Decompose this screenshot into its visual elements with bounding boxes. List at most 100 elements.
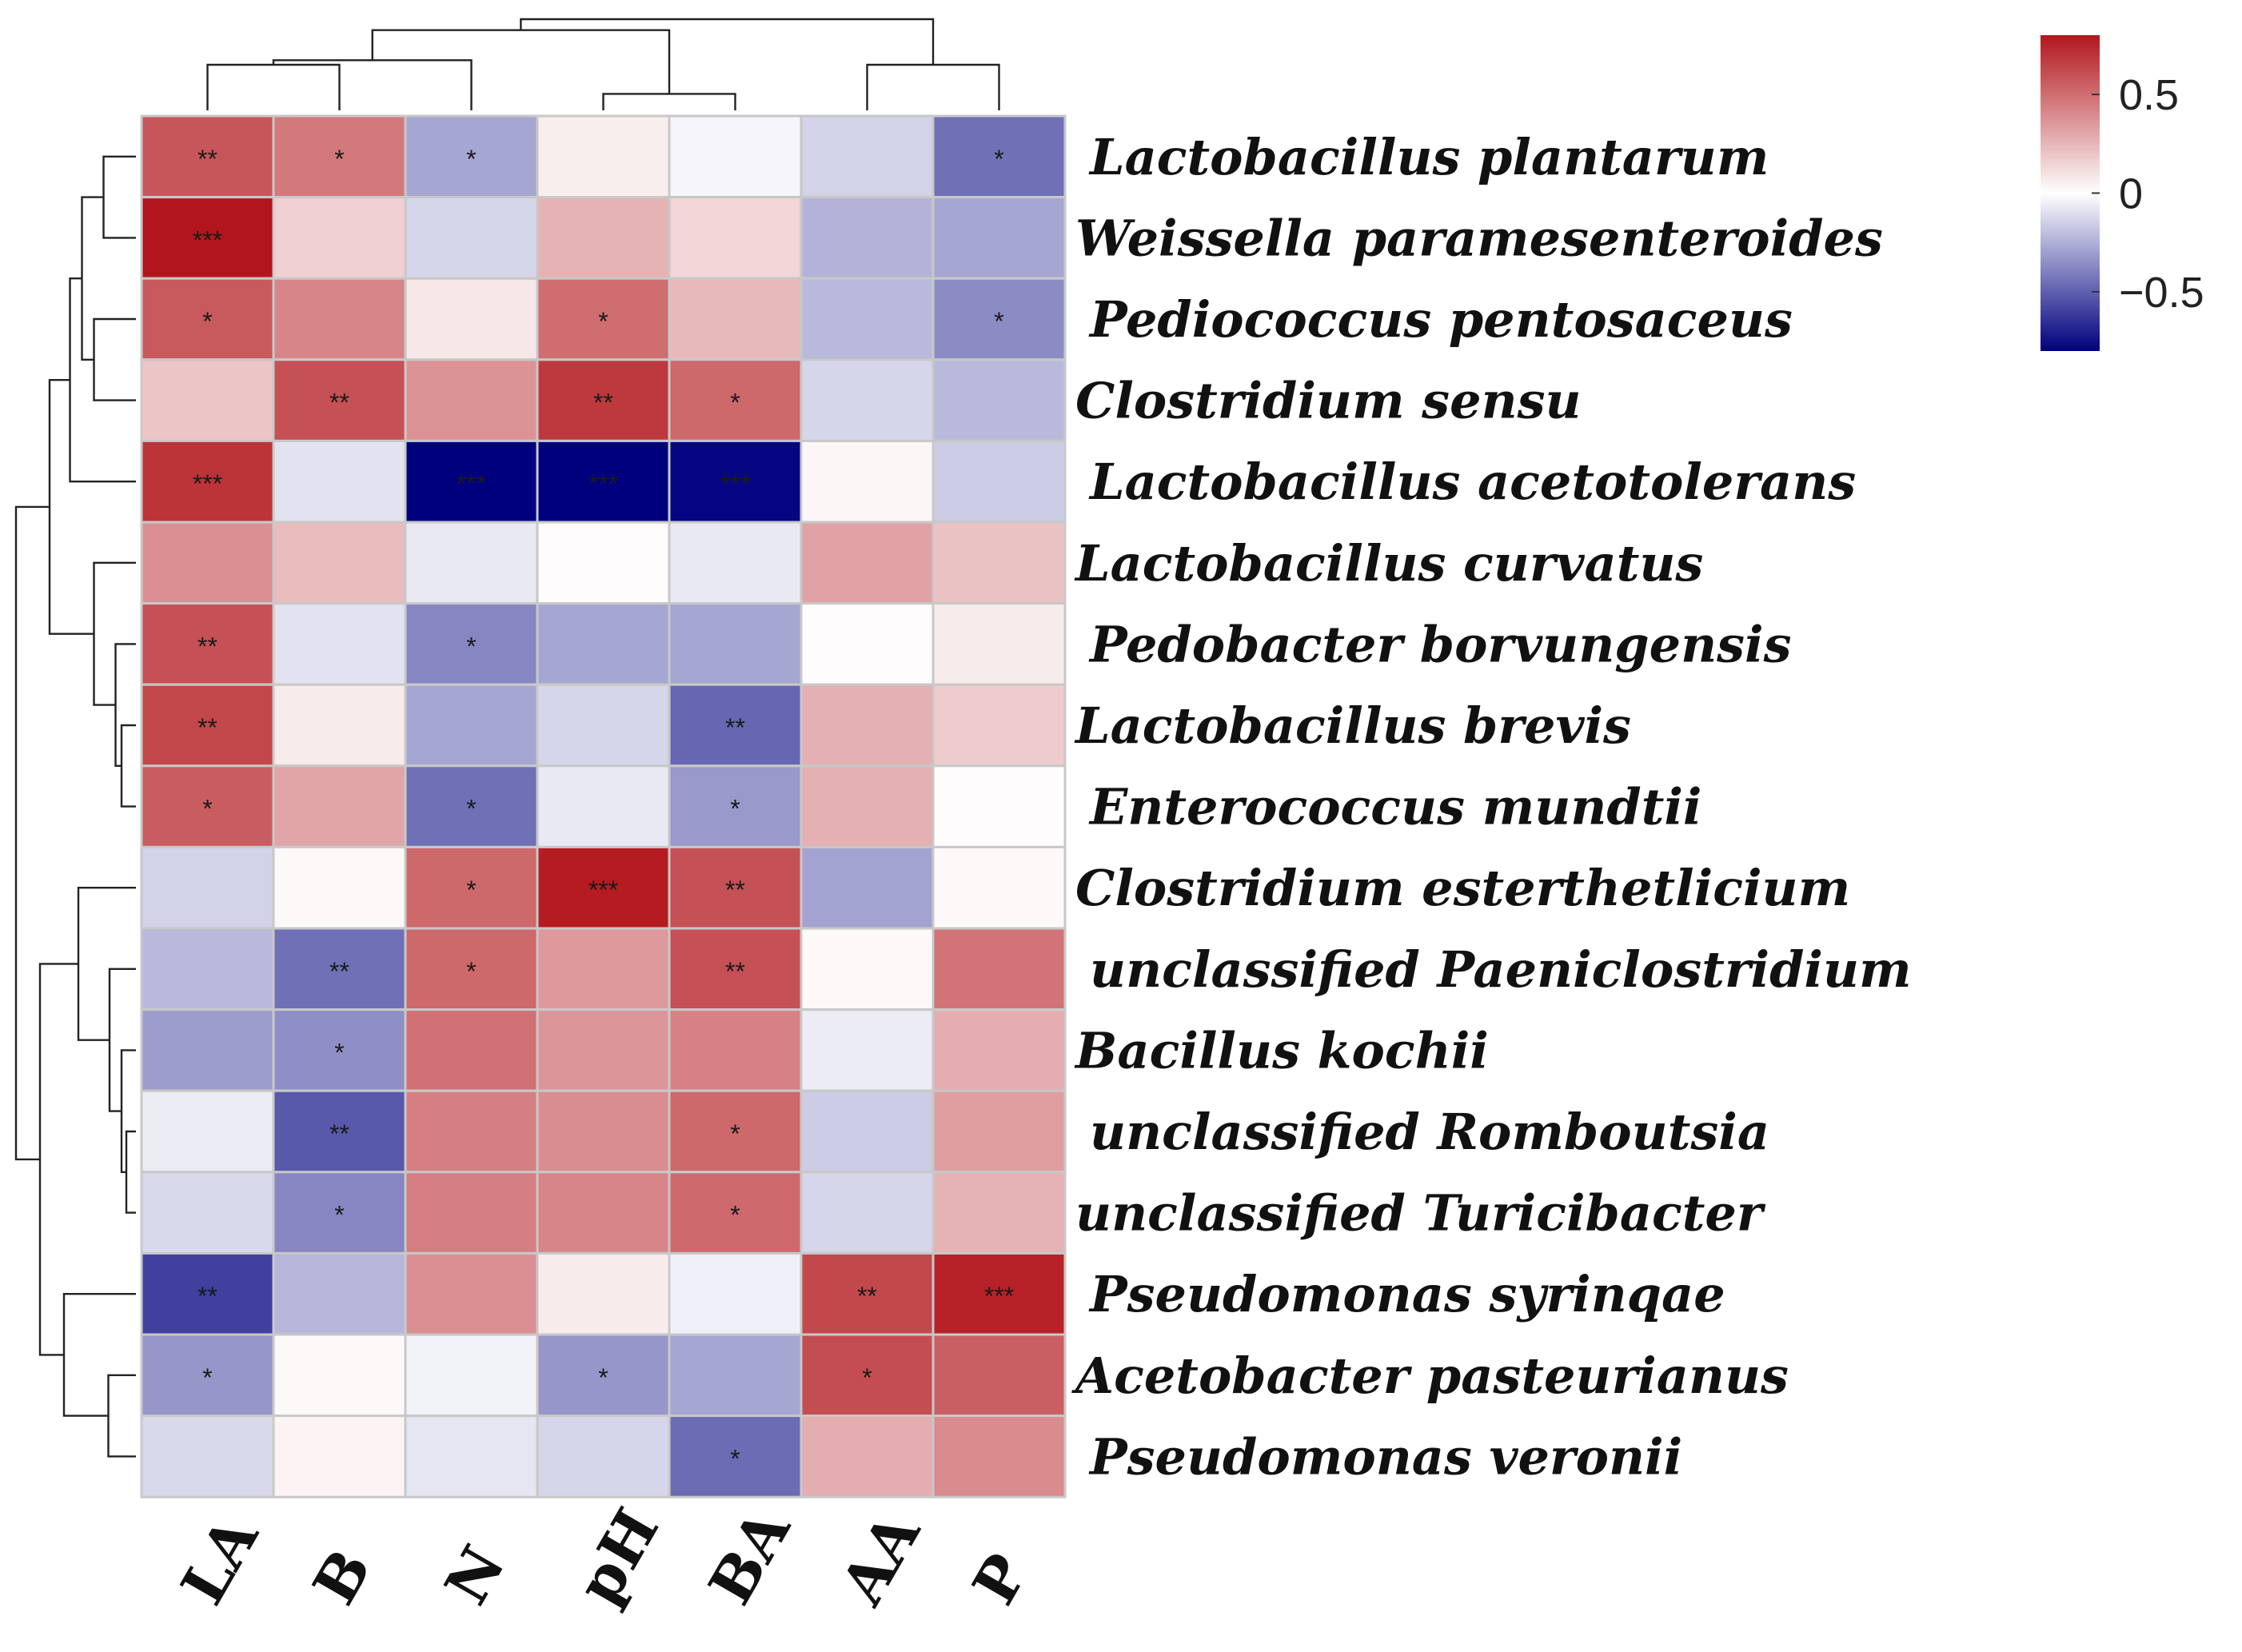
row-label: unclassified Paeniclostridium: [1090, 940, 1912, 999]
row-label: Pedobacter borvungensis: [1088, 615, 1792, 673]
row-dendrogram-branch: [93, 317, 136, 401]
heatmap-cell: [800, 521, 935, 605]
heatmap-cell: [668, 114, 803, 199]
row-label: unclassified Turicibacter: [1075, 1184, 1766, 1243]
significance-marker: ***: [588, 876, 618, 904]
heatmap-cell: [932, 196, 1067, 280]
heatmap-cell: [800, 358, 935, 442]
heatmap-cell: [404, 683, 539, 768]
heatmap-cell: [932, 927, 1067, 1012]
heatmap-cell: [668, 1251, 803, 1336]
column-label: BA: [696, 1498, 804, 1616]
heatmap-cell: [140, 521, 275, 605]
heatmap-cell: [536, 1089, 671, 1174]
significance-marker: *: [202, 307, 212, 336]
heatmap-cell: [272, 1251, 407, 1336]
heatmap-cell: [932, 683, 1067, 768]
row-dendrogram-branch: [120, 1049, 136, 1173]
significance-marker: ***: [193, 225, 222, 254]
heatmap-cell: [536, 277, 671, 361]
colorbar-tick-label: 0.5: [2119, 71, 2179, 119]
heatmap-cell: [800, 1171, 935, 1255]
column-label: N: [433, 1534, 519, 1616]
column-dendrogram-branch: [866, 63, 1000, 110]
colorbar-legend: 0.5 0 −0.5: [2041, 35, 2204, 351]
colorbar-gradient: [2041, 35, 2100, 351]
significance-marker: ***: [193, 469, 222, 498]
column-label: AA: [828, 1501, 934, 1617]
heatmap-cell: [668, 1415, 803, 1498]
row-dendrogram-branch: [48, 379, 94, 635]
significance-marker: *: [994, 307, 1003, 336]
heatmap-cell: [272, 114, 407, 199]
heatmap-cell: [932, 1171, 1067, 1255]
significance-marker: *: [466, 632, 476, 660]
significance-marker: ***: [457, 469, 486, 498]
heatmap-cell: [404, 1251, 539, 1336]
row-label: Pseudomonas veronii: [1088, 1427, 1682, 1486]
significance-marker: *: [466, 957, 476, 986]
significance-marker: *: [334, 145, 344, 174]
heatmap-cell: [800, 1089, 935, 1174]
heatmap-cell: [932, 1089, 1067, 1174]
heatmap-cell: [536, 1251, 671, 1336]
heatmap-cell: [800, 845, 935, 930]
row-dendrogram-branch: [38, 963, 78, 1356]
heatmap-cell: [140, 1008, 275, 1092]
significance-marker: *: [730, 1201, 740, 1230]
significance-marker: *: [334, 1038, 344, 1067]
heatmap-cell: [140, 1333, 275, 1418]
heatmap-cell: [536, 1333, 671, 1418]
significance-marker: **: [329, 957, 349, 986]
row-labels: Lactobacillus plantarum Weissella parames…: [1071, 128, 1912, 1486]
significance-marker: *: [730, 795, 740, 824]
heatmap-cell: [536, 1008, 671, 1092]
heatmap-cell: [140, 358, 275, 442]
significance-marker: **: [329, 389, 349, 417]
row-dendrogram: [14, 155, 136, 1458]
row-dendrogram-branch: [69, 277, 136, 483]
heatmap-cells: [140, 114, 1067, 1498]
significance-marker: *: [730, 1444, 740, 1473]
significance-marker: *: [334, 1201, 344, 1230]
column-dendrogram-branch: [602, 93, 736, 110]
heatmap-cell: [932, 845, 1067, 930]
heatmap-cell: [668, 1089, 803, 1174]
row-dendrogram-branch: [108, 968, 136, 1112]
heatmap-cell: [800, 114, 935, 199]
colorbar-ticks: 0.5 0 −0.5: [2092, 71, 2204, 317]
heatmap-cell: [668, 845, 803, 930]
row-label: Acetobacter pasteurianus: [1071, 1347, 1789, 1405]
colorbar-tick-label: 0: [2119, 170, 2143, 218]
significance-marker: *: [598, 307, 608, 336]
row-label: Enterococcus mundtii: [1088, 778, 1701, 836]
heatmap-cell: [800, 277, 935, 361]
heatmap-cell: [140, 927, 275, 1012]
heatmap-cell: [932, 521, 1067, 605]
row-label: Lactobacillus plantarum: [1088, 128, 1769, 186]
row-label: Clostridium esterthetlicium: [1075, 859, 1850, 917]
significance-marker: ***: [588, 469, 618, 498]
column-label: P: [960, 1543, 1042, 1616]
significance-marker: **: [725, 957, 745, 986]
heatmap-cell: [536, 1171, 671, 1255]
significance-marker: ***: [720, 469, 750, 498]
heatmap-cell: [932, 1333, 1067, 1418]
row-label: unclassified Romboutsia: [1090, 1103, 1769, 1161]
heatmap-cell: [932, 764, 1067, 848]
heatmap-cell: [536, 683, 671, 768]
column-label: B: [301, 1538, 385, 1616]
heatmap-cell: [800, 683, 935, 768]
significance-marker: **: [197, 1282, 217, 1311]
significance-marker: *: [202, 1363, 212, 1392]
heatmap-cell: [140, 439, 275, 524]
heatmap-cell: [272, 602, 407, 686]
significance-marker: ***: [984, 1282, 1014, 1311]
heatmap-cell: [404, 1415, 539, 1498]
significance-marker: **: [725, 713, 745, 742]
significance-marker: *: [862, 1363, 872, 1392]
row-dendrogram-branch: [102, 155, 136, 239]
heatmap-cell: [272, 845, 407, 930]
